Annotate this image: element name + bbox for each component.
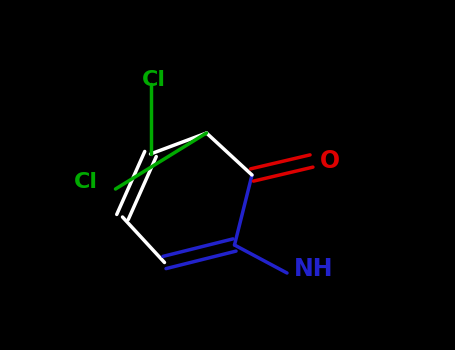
Text: Cl: Cl <box>74 172 98 192</box>
Text: O: O <box>320 149 340 173</box>
Text: Cl: Cl <box>142 70 166 90</box>
Text: NH: NH <box>294 258 334 281</box>
